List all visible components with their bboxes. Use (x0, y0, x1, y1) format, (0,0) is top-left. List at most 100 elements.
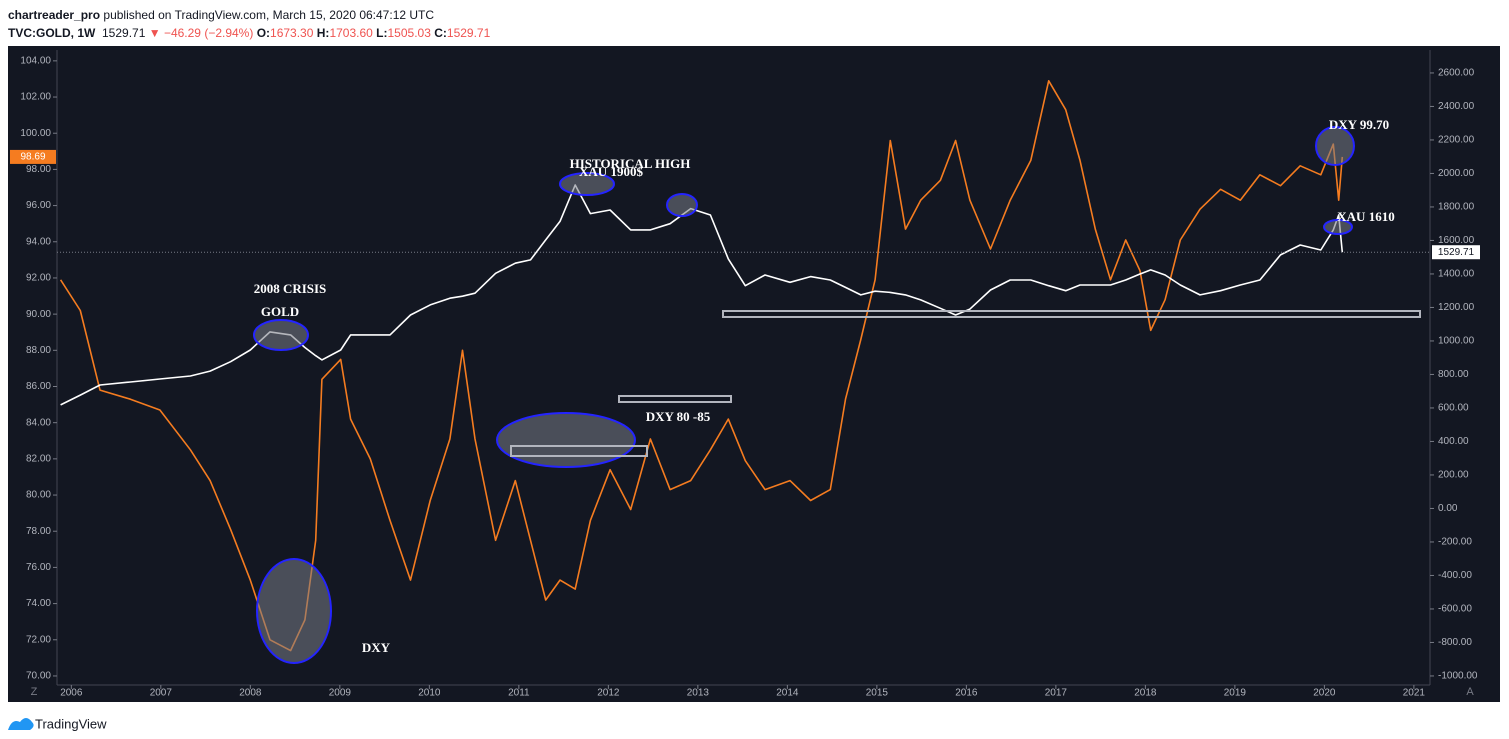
annotation: XAU 1610 (1337, 209, 1394, 224)
x-tick-label: 2014 (776, 688, 799, 699)
brand: TradingView (8, 716, 107, 731)
x-tick-label: 2013 (687, 688, 710, 699)
x-tick-label: 2019 (1224, 688, 1247, 699)
y-tick-label: 90.00 (26, 309, 51, 320)
ellipse (559, 172, 615, 196)
annotation: DXY 80 -85 (646, 409, 711, 424)
c-label: C: (434, 26, 447, 40)
y-tick-label: 94.00 (26, 236, 51, 247)
o-label: O: (256, 26, 271, 40)
last-price-box (10, 149, 56, 164)
last: 1529.71 (102, 26, 146, 40)
x-tick-label: 2006 (60, 688, 83, 699)
y2-tick-label: 800.00 (1438, 369, 1469, 380)
y-tick-label: 82.00 (26, 454, 51, 465)
rectangle (618, 395, 732, 403)
ellipse (253, 319, 309, 351)
ellipse (1315, 126, 1355, 166)
series-line (59, 80, 1344, 652)
last-price-label: 98.69 (20, 152, 45, 163)
y2-tick-label: 2200.00 (1438, 135, 1475, 146)
y-tick-label: 84.00 (26, 417, 51, 428)
y2-tick-label: -400.00 (1438, 570, 1472, 581)
annotation: XAU 1900$ (579, 164, 643, 179)
y2-tick-label: -800.00 (1438, 637, 1472, 648)
y2-tick-label: -1000.00 (1438, 671, 1478, 682)
h-label: H: (316, 26, 330, 40)
y-tick-label: 86.00 (26, 381, 51, 392)
x-tick-label: 2007 (150, 688, 173, 699)
high: 1703.60 (329, 26, 373, 40)
y-tick-label: 100.00 (20, 128, 51, 139)
x-tick-label: 2017 (1045, 688, 1068, 699)
x-tick-label: 2021 (1403, 688, 1426, 699)
y-tick-label: 70.00 (26, 671, 51, 682)
y2-tick-label: 200.00 (1438, 470, 1469, 481)
symbol-line: TVC:GOLD, 1W 1529.71 ▼ −46.29 (−2.94%) O… (8, 26, 490, 40)
y2-tick-label: 400.00 (1438, 436, 1469, 447)
ellipse (1323, 219, 1353, 235)
published: published on TradingView.com, March 15, … (103, 8, 435, 22)
rectangle (510, 445, 648, 457)
y2-tick-label: -200.00 (1438, 537, 1472, 548)
close: 1529.71 (446, 26, 491, 40)
brand-name: TradingView (35, 716, 107, 731)
axis-button[interactable]: A (1466, 686, 1474, 698)
x-tick-label: 2020 (1313, 688, 1336, 699)
y-tick-label: 102.00 (20, 92, 51, 103)
series-line (60, 184, 1344, 406)
drawings (253, 126, 1421, 664)
y2-tick-label: 1200.00 (1438, 302, 1475, 313)
annotation: 2008 CRISIS (254, 281, 327, 296)
annotation: GOLD (261, 304, 299, 319)
annotation: HISTORICAL HIGH (570, 156, 691, 171)
x-tick-label: 2016 (955, 688, 978, 699)
y2-tick-label: 1400.00 (1438, 269, 1475, 280)
x-tick-label: 2009 (329, 688, 352, 699)
symbol: TVC:GOLD, 1W (8, 26, 96, 40)
y2-tick-label: 1600.00 (1438, 235, 1475, 246)
y2-tick-label: 1000.00 (1438, 336, 1475, 347)
x-tick-label: 2018 (1134, 688, 1157, 699)
open: 1673.30 (270, 26, 314, 40)
rectangle (722, 310, 1421, 318)
y2-tick-label: 1800.00 (1438, 202, 1475, 213)
y2-tick-label: 600.00 (1438, 403, 1469, 414)
publish-line: chartreader_pro published on TradingView… (8, 8, 434, 22)
y-tick-label: 104.00 (20, 55, 51, 66)
x-tick-label: 2008 (239, 688, 262, 699)
x-tick-label: 2012 (597, 688, 620, 699)
annotation: DXY 99.70 (1329, 117, 1389, 132)
ellipse (666, 193, 698, 217)
y-tick-label: 78.00 (26, 526, 51, 537)
low: 1505.03 (387, 26, 431, 40)
annotation: DXY (362, 640, 391, 655)
y2-tick-label: 0.00 (1438, 503, 1458, 514)
plot: 70.00 72.00 74.00 76.00 78.00 80.00 82.00 84.00… (10, 50, 1480, 699)
x-tick-label: 2011 (508, 688, 530, 699)
x-tick-label: 2010 (418, 688, 441, 699)
y-tick-label: 92.00 (26, 273, 51, 284)
y-tick-label: 72.00 (26, 634, 51, 645)
ellipse (496, 412, 636, 468)
y-tick-label: 76.00 (26, 562, 51, 573)
axis-button[interactable]: Z (31, 686, 38, 698)
y-tick-label: 74.00 (26, 598, 51, 609)
y-tick-label: 96.00 (26, 200, 51, 211)
x-tick-label: 2015 (866, 688, 889, 699)
last-price-box (1432, 245, 1480, 260)
y-tick-label: 98.00 (26, 164, 51, 175)
y2-tick-label: 2600.00 (1438, 68, 1475, 79)
y2-tick-label: 2400.00 (1438, 101, 1475, 112)
y-tick-label: 80.00 (26, 490, 51, 501)
y2-tick-label: 2000.00 (1438, 168, 1475, 179)
brand-logo (8, 718, 34, 730)
last-price-label: 1529.71 (1438, 247, 1475, 258)
author: chartreader_pro (8, 8, 101, 22)
y-tick-label: 88.00 (26, 345, 51, 356)
ellipse (256, 558, 332, 664)
l-label: L: (376, 26, 388, 40)
y2-tick-label: -600.00 (1438, 604, 1472, 615)
